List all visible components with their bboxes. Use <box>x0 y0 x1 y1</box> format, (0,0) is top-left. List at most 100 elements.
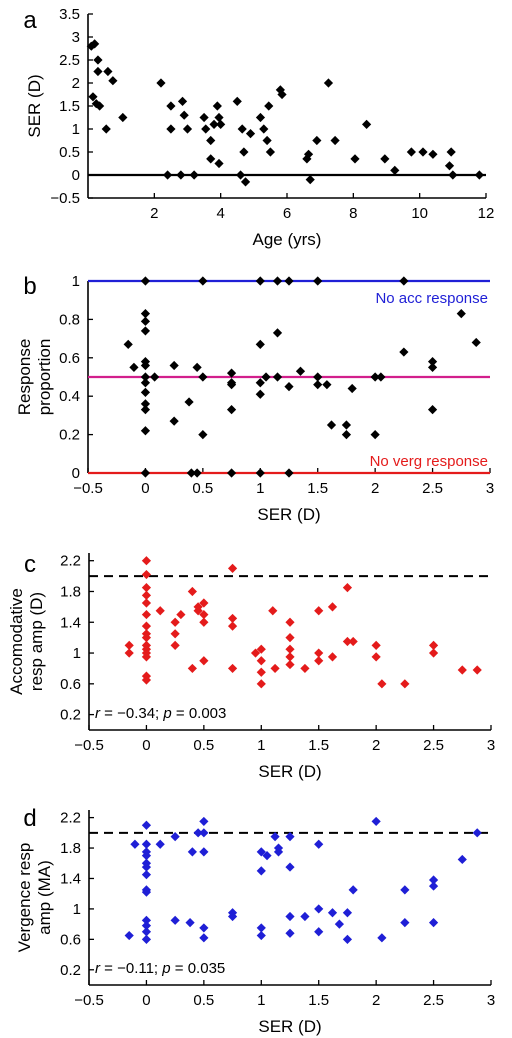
data-point <box>141 862 152 872</box>
data-point <box>93 66 103 77</box>
data-point <box>186 468 196 478</box>
data-point <box>227 911 238 922</box>
data-point <box>108 76 118 86</box>
panel-d: d 2.2 1.8 1.4 1 0.6 0.2 −0.5 0 0.5 1 1.5 2 2.5 3 SER (D… <box>15 805 495 1036</box>
y-axis-label: SER (D) <box>25 74 44 137</box>
data-point <box>256 847 266 857</box>
data-point <box>130 839 140 849</box>
x-tick-label: 3 <box>487 737 495 754</box>
x-axis-label: SER (D) <box>258 1017 321 1036</box>
data-point <box>427 362 438 372</box>
data-point <box>185 918 195 928</box>
data-point <box>86 41 96 51</box>
data-point <box>327 908 338 918</box>
y-tick-label: 1 <box>73 645 81 662</box>
y-axis-label-line: Response <box>15 339 34 416</box>
x-tick-label: 8 <box>349 205 357 222</box>
y-tick-label: 2.2 <box>60 553 81 570</box>
data-point <box>255 112 266 123</box>
data-point <box>300 911 310 922</box>
data-point <box>255 339 265 349</box>
data-point <box>348 885 358 895</box>
data-point <box>245 129 256 139</box>
data-point <box>140 276 151 286</box>
y-tick-label: 1 <box>72 273 80 290</box>
data-point <box>284 382 294 392</box>
data-point <box>140 309 151 319</box>
data-point <box>170 617 180 627</box>
data-point <box>141 820 152 830</box>
data-point <box>169 360 179 371</box>
y-axis-label-line: SER (D) <box>25 74 44 137</box>
data-point <box>163 170 173 180</box>
data-point <box>314 606 324 616</box>
data-point <box>256 656 266 666</box>
x-tick-label: −0.5 <box>74 992 104 1009</box>
data-point <box>192 362 202 372</box>
data-point <box>227 621 238 631</box>
x-tick-label: 2.5 <box>422 480 443 497</box>
y-tick-label: 0.2 <box>60 707 81 724</box>
y-tick-label: 1.5 <box>59 98 80 115</box>
reference-line-label: No acc response <box>375 290 488 307</box>
data-point <box>140 378 151 388</box>
data-point <box>198 276 208 286</box>
data-point <box>199 933 209 943</box>
data-point <box>124 648 134 658</box>
data-point <box>206 154 216 164</box>
x-tick-label: 1.5 <box>307 480 328 497</box>
data-point <box>141 851 152 861</box>
data-point <box>256 930 266 941</box>
data-point <box>184 397 194 407</box>
data-point <box>101 124 111 134</box>
data-point <box>448 170 458 180</box>
data-point <box>334 919 344 929</box>
x-tick-label: 6 <box>283 205 291 222</box>
data-point <box>390 165 400 175</box>
data-point <box>237 124 247 134</box>
x-tick-label: 2.5 <box>423 992 444 1009</box>
p-value: = 0.035 <box>171 960 226 977</box>
y-tick-label: 3.5 <box>59 6 80 23</box>
data-point <box>141 556 152 566</box>
data-point <box>141 839 152 849</box>
y-tick-label: 0.2 <box>60 962 81 979</box>
data-point <box>323 78 334 88</box>
data-point <box>400 679 410 689</box>
data-point <box>284 276 294 286</box>
data-point <box>170 915 180 925</box>
data-point <box>377 679 387 689</box>
data-point <box>256 667 266 677</box>
data-point <box>264 101 274 111</box>
data-point <box>179 110 189 120</box>
data-point <box>150 372 160 382</box>
data-point <box>341 430 352 440</box>
y-tick-label: 1.8 <box>60 583 81 600</box>
r-symbol: r <box>95 960 101 977</box>
x-tick-label: 2.5 <box>423 737 444 754</box>
data-point <box>302 154 312 164</box>
data-point <box>199 656 209 666</box>
data-point <box>347 383 357 394</box>
data-point <box>370 430 380 440</box>
data-point <box>400 918 410 928</box>
data-point <box>216 119 226 129</box>
y-tick-label: 0.2 <box>59 427 80 444</box>
y-tick-label: 0 <box>72 167 80 184</box>
x-tick-label: −0.5 <box>73 480 103 497</box>
data-point <box>380 154 390 164</box>
data-point <box>428 648 439 658</box>
y-axis-label: Responseproportion <box>15 339 54 416</box>
data-point <box>193 602 203 612</box>
x-tick-label: 0.5 <box>192 480 213 497</box>
data-point <box>255 276 265 286</box>
data-point <box>262 851 272 861</box>
data-point <box>457 854 467 865</box>
data-point <box>444 161 455 171</box>
x-tick-label: 2 <box>372 992 380 1009</box>
x-tick-label: 2 <box>371 480 379 497</box>
y-tick-label: 1 <box>72 121 80 138</box>
data-point <box>312 135 322 146</box>
data-point <box>272 328 283 338</box>
